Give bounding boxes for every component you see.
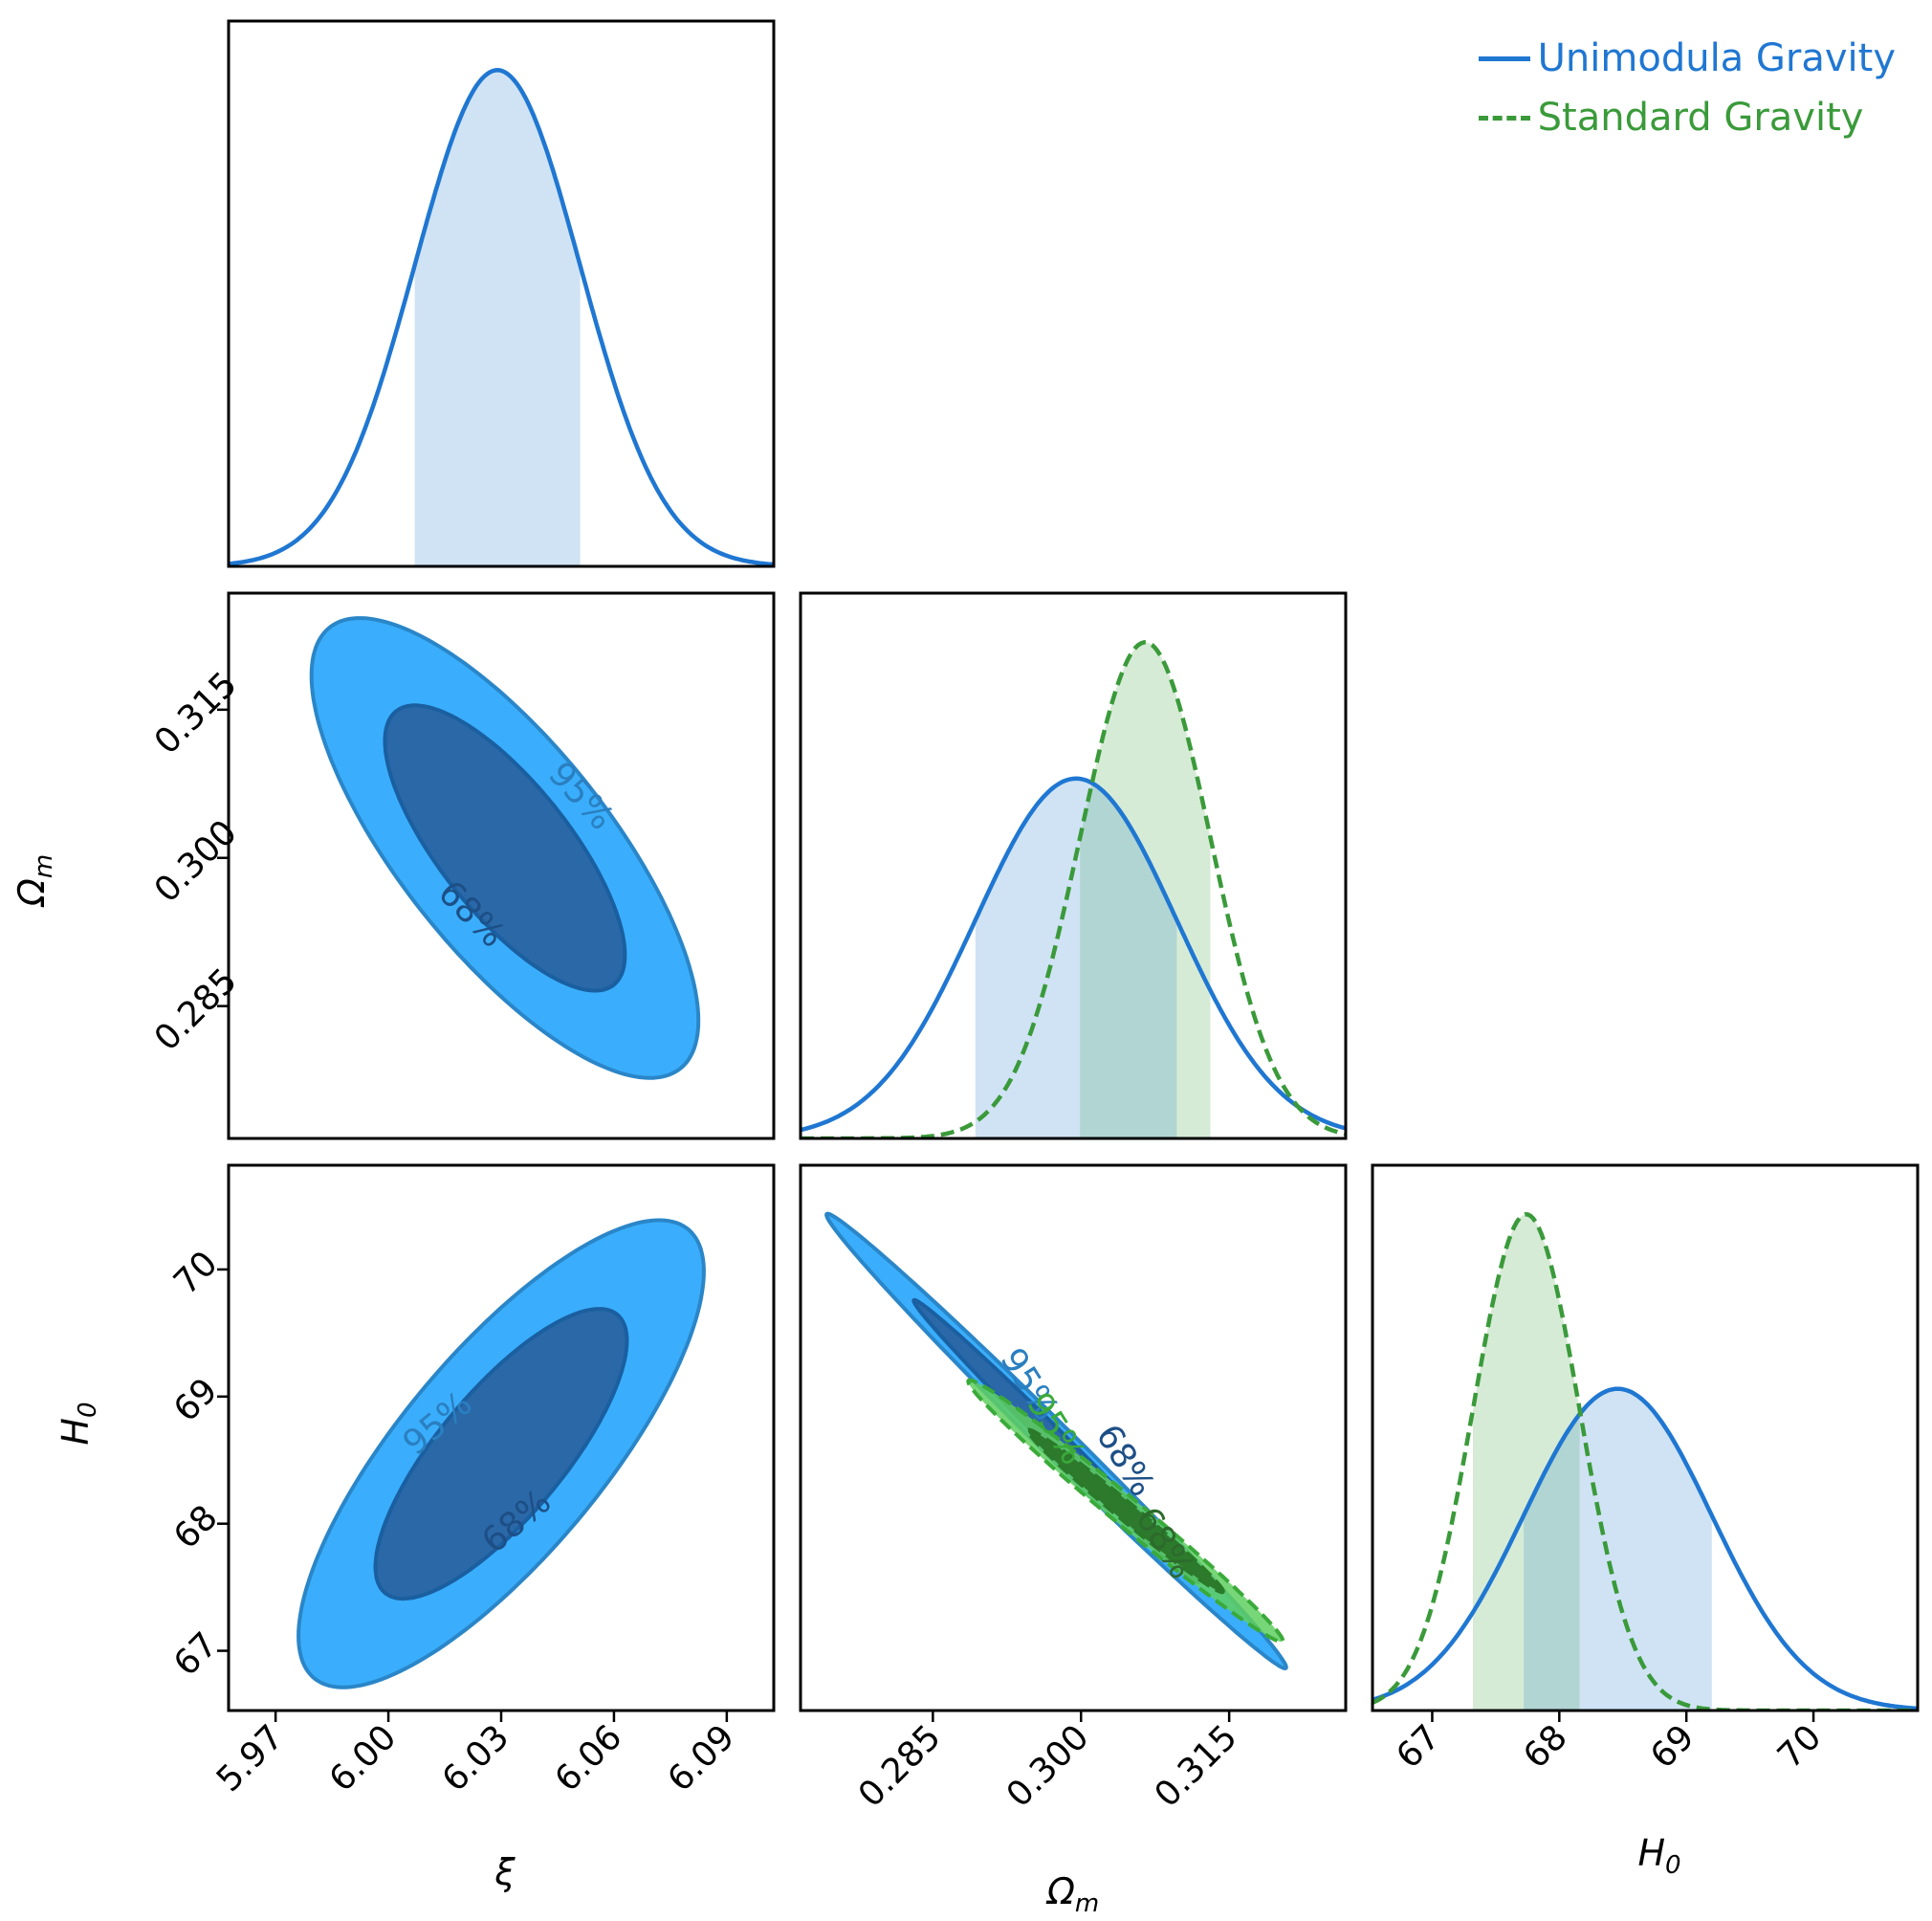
y-tick-label-omega_m-0: 0.285 [147,961,245,1059]
x-tick-label-omega_m-2: 0.315 [1148,1717,1245,1815]
legend-item-unimodula: Unimodula Gravity [1478,29,1896,88]
y-tick-label-H0-0: 67 [166,1625,225,1684]
frame-omega_m_H0 [799,1163,1348,1712]
contour-68-xi_H0-0 [373,1307,629,1601]
x-tick-label-H0-0: 67 [1389,1717,1447,1776]
contour-body-omega_m_H0: 95%95%68%68% [824,1211,1288,1671]
marginal-body-H0 [1372,1212,1918,1711]
x-tick-label-H0-1: 68 [1516,1717,1574,1776]
legend-item-standard: Standard Gravity [1478,88,1896,147]
frame-omega_m [799,591,1348,1140]
marginal-body-xi [229,68,774,566]
legend-swatch-dashed [1478,115,1530,121]
legend-label-unimodula: Unimodula Gravity [1537,36,1896,80]
contour-body-xi_H0: 95%68% [296,1218,706,1689]
y-axis-label-omega-m: Ωm [11,854,58,908]
x-axis-label-h0: H0 [1637,1832,1680,1880]
x-axis-label-h0-sub: 0 [1665,1851,1681,1880]
panel-2d-xi_omega_m: 95%68% [227,591,776,1140]
contour-body-xi_omega_m: 95%68% [309,616,701,1080]
marginal-body-omega_m [801,640,1346,1138]
frame-xi [227,19,776,568]
x-axis-label-omega-m-sub: m [1075,1889,1099,1918]
marginal-curve-H0-0 [1372,1386,1918,1711]
x-axis-label-xi: ξ [494,1851,516,1893]
y-tick-label-H0-3: 70 [166,1244,225,1302]
y-axis-label-h0: H0 [55,1402,102,1445]
contour-68-omega_m_H0-1 [1025,1427,1225,1595]
legend: Unimodula Gravity Standard Gravity [1478,29,1896,147]
x-tick-label-xi-1: 6.00 [322,1717,405,1800]
x-tick-label-H0-2: 69 [1643,1717,1701,1776]
marginal-shade-xi-0 [414,70,581,566]
y-tick-label-omega_m-1: 0.300 [147,813,245,911]
x-axis-label-h0-main: H [1637,1832,1665,1874]
legend-swatch-solid [1478,55,1530,61]
y-axis-label-h0-main: H [55,1418,97,1446]
y-tick-label-H0-2: 69 [166,1371,225,1429]
y-axis-label-omega-m-sub: m [30,854,58,878]
panel-marginal-H0 [1371,1163,1920,1712]
y-axis-label-h0-sub: 0 [74,1402,102,1418]
x-axis-label-omega-m: Ωm [1045,1870,1099,1918]
x-tick-label-omega_m-0: 0.285 [851,1717,949,1815]
panel-2d-xi_H0: 95%68% [227,1163,776,1712]
frame-xi_omega_m [227,591,776,1140]
y-axis-label-omega-m-main: Ω [11,878,53,908]
x-tick-label-xi-3: 6.06 [548,1717,630,1800]
x-tick-label-xi-2: 6.03 [435,1717,517,1800]
y-tick-label-omega_m-2: 0.315 [147,665,245,762]
marginal-curve-omega_m-0 [801,776,1346,1133]
x-tick-label-omega_m-1: 0.300 [999,1717,1097,1815]
contour-68-xi_omega_m-0 [383,703,627,993]
panel-marginal-xi [227,19,776,568]
x-tick-label-xi-0: 5.97 [209,1717,292,1800]
panel-2d-omega_m_H0: 95%95%68%68% [799,1163,1348,1712]
marginal-curve-H0-1 [1372,1212,1918,1711]
y-tick-label-H0-1: 68 [166,1498,225,1557]
x-axis-label-omega-m-main: Ω [1045,1870,1075,1912]
x-tick-label-H0-3: 70 [1770,1717,1829,1776]
x-tick-label-xi-4: 6.09 [661,1717,743,1800]
panel-marginal-omega_m [799,591,1348,1140]
frame-H0 [1371,1163,1920,1712]
marginal-curve-xi-0 [229,68,774,566]
legend-label-standard: Standard Gravity [1537,96,1864,140]
